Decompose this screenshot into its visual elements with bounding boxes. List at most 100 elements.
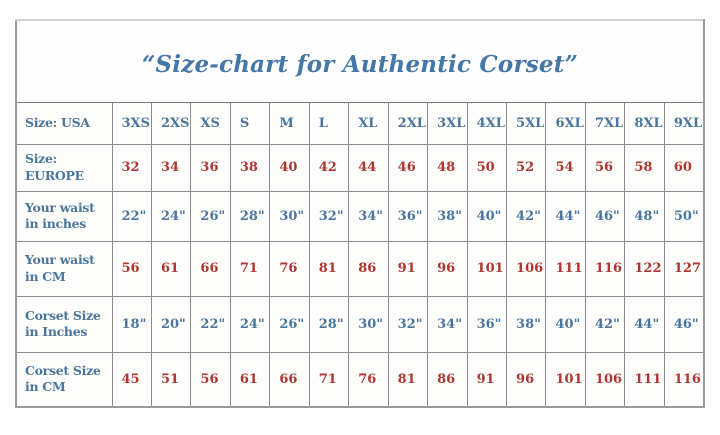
- size-value-cell: 50: [466, 143, 508, 192]
- chart-title: “Size-chart for Authentic Corset”: [15, 19, 705, 103]
- size-value-cell: 3XL: [427, 101, 468, 145]
- size-value-cell: 34: [150, 143, 192, 192]
- size-value-cell: 3XS: [111, 101, 152, 145]
- size-value-cell: XS: [190, 101, 231, 145]
- size-value-cell: 38": [427, 190, 468, 242]
- size-value-cell: 38: [229, 143, 271, 192]
- size-value-cell: 32": [387, 295, 429, 353]
- size-value-cell: 58: [624, 143, 665, 192]
- table-row: Size: EUROPE 32 34 36 38 40 42 44 46 48 50 52 54 56 5…: [15, 143, 705, 192]
- size-value-cell: 32": [308, 190, 350, 242]
- size-value-cell: 56: [584, 143, 626, 192]
- size-value-cell: 86: [427, 351, 468, 408]
- size-value-cell: 42: [308, 143, 350, 192]
- size-value-cell: 48: [427, 143, 468, 192]
- size-value-cell: 106: [584, 351, 626, 408]
- table-row: Your waist in CM 56 61 66 71 76 81 86 91 96 101 10…: [15, 240, 705, 297]
- size-value-cell: 111: [545, 240, 586, 297]
- size-value-cell: 2XL: [387, 101, 429, 145]
- row-label: Your waist in inches: [15, 190, 113, 242]
- row-label: Size: EUROPE: [15, 143, 113, 192]
- size-value-cell: 40": [545, 295, 586, 353]
- size-value-cell: 61: [229, 351, 271, 408]
- size-value-cell: 38": [506, 295, 547, 353]
- size-value-cell: 91: [387, 240, 429, 297]
- size-value-cell: 30": [269, 190, 310, 242]
- row-label: Your waist in CM: [15, 240, 113, 297]
- size-value-cell: 116: [584, 240, 626, 297]
- size-value-cell: 44": [624, 295, 665, 353]
- size-value-cell: 56: [190, 351, 231, 408]
- size-value-cell: 71: [308, 351, 350, 408]
- size-value-cell: 66: [269, 351, 310, 408]
- size-value-cell: 24": [150, 190, 192, 242]
- table-row: Size: USA 3XS 2XS XS S M L XL 2XL 3XL 4XL 5XL 6XL 7X…: [15, 101, 705, 145]
- size-value-cell: 91: [466, 351, 508, 408]
- table-row: Corset Size in CM 45 51 56 61 66 71 76 81 86 91 96…: [15, 351, 705, 408]
- table-row: Your waist in inches 22" 24" 26" 28" 30" 32" 3…: [15, 190, 705, 242]
- size-value-cell: 48": [624, 190, 665, 242]
- size-value-cell: 40": [466, 190, 508, 242]
- size-value-cell: 86: [348, 240, 389, 297]
- size-value-cell: XL: [348, 101, 389, 145]
- table-row: Corset Size in Inches 18" 20" 22" 24" 26" 28"…: [15, 295, 705, 353]
- size-value-cell: 60: [663, 143, 705, 192]
- row-label: Size: USA: [15, 101, 113, 145]
- size-value-cell: L: [308, 101, 350, 145]
- size-value-cell: 54: [545, 143, 586, 192]
- size-value-cell: 56: [111, 240, 152, 297]
- size-value-cell: 28": [229, 190, 271, 242]
- size-chart-table: “Size-chart for Authentic Corset” Size: …: [15, 19, 705, 408]
- size-value-cell: 81: [308, 240, 350, 297]
- size-value-cell: 6XL: [545, 101, 586, 145]
- size-value-cell: 30": [348, 295, 389, 353]
- size-value-cell: 111: [624, 351, 665, 408]
- size-value-cell: 52: [506, 143, 547, 192]
- size-value-cell: 7XL: [584, 101, 626, 145]
- size-value-cell: 2XS: [150, 101, 192, 145]
- size-chart-body: “Size-chart for Authentic Corset” Size: …: [15, 19, 705, 408]
- size-value-cell: 4XL: [466, 101, 508, 145]
- size-value-cell: 22": [111, 190, 152, 242]
- size-value-cell: 50": [663, 190, 705, 242]
- size-value-cell: 36": [466, 295, 508, 353]
- title-row: “Size-chart for Authentic Corset”: [15, 19, 705, 103]
- size-value-cell: 76: [348, 351, 389, 408]
- size-value-cell: 40: [269, 143, 310, 192]
- size-value-cell: 42": [584, 295, 626, 353]
- size-value-cell: 5XL: [506, 101, 547, 145]
- size-value-cell: 61: [150, 240, 192, 297]
- size-value-cell: 36": [387, 190, 429, 242]
- size-value-cell: 51: [150, 351, 192, 408]
- size-value-cell: 71: [229, 240, 271, 297]
- size-value-cell: 66: [190, 240, 231, 297]
- size-value-cell: 101: [545, 351, 586, 408]
- size-value-cell: 24": [229, 295, 271, 353]
- size-value-cell: 45: [111, 351, 152, 408]
- size-value-cell: 46: [387, 143, 429, 192]
- size-value-cell: 20": [150, 295, 192, 353]
- size-value-cell: 44": [545, 190, 586, 242]
- size-value-cell: 44: [348, 143, 389, 192]
- size-value-cell: 26": [190, 190, 231, 242]
- size-value-cell: 46": [584, 190, 626, 242]
- size-value-cell: 76: [269, 240, 310, 297]
- size-value-cell: 81: [387, 351, 429, 408]
- size-value-cell: 9XL: [663, 101, 705, 145]
- row-label: Corset Size in CM: [15, 351, 113, 408]
- size-value-cell: 127: [663, 240, 705, 297]
- size-value-cell: 96: [427, 240, 468, 297]
- size-value-cell: 96: [506, 351, 547, 408]
- size-value-cell: S: [229, 101, 271, 145]
- size-value-cell: 28": [308, 295, 350, 353]
- size-value-cell: 116: [663, 351, 705, 408]
- size-value-cell: 122: [624, 240, 665, 297]
- size-chart-container: “Size-chart for Authentic Corset” Size: …: [15, 19, 705, 408]
- row-label: Corset Size in Inches: [15, 295, 113, 353]
- size-value-cell: 18": [111, 295, 152, 353]
- size-value-cell: 46": [663, 295, 705, 353]
- size-value-cell: 106: [506, 240, 547, 297]
- size-value-cell: 101: [466, 240, 508, 297]
- size-value-cell: 36: [190, 143, 231, 192]
- size-value-cell: 42": [506, 190, 547, 242]
